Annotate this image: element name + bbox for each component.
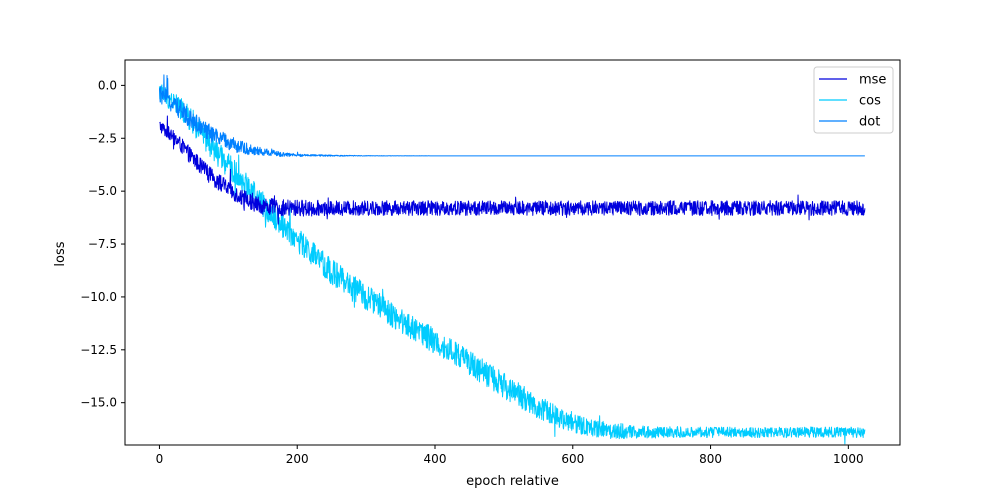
legend: mse cos dot xyxy=(813,66,894,134)
series-line-mse xyxy=(159,115,866,225)
x-tick-label: 800 xyxy=(699,452,722,466)
y-tick-label: −10.0 xyxy=(80,290,117,304)
legend-label-mse: mse xyxy=(859,73,886,88)
x-tick-label: 200 xyxy=(286,452,309,466)
series-line-dot xyxy=(158,74,866,157)
legend-box xyxy=(813,66,894,134)
y-axis-label: loss xyxy=(53,241,68,266)
series-line-cos xyxy=(158,84,866,445)
plot-frame xyxy=(124,59,901,446)
y-tick-label: −2.5 xyxy=(88,131,117,145)
x-tick-label: 400 xyxy=(424,452,447,466)
series-layer xyxy=(158,74,866,445)
y-tick-label: −15.0 xyxy=(80,396,117,410)
x-tick-label: 1000 xyxy=(833,452,864,466)
y-tick-label: −7.5 xyxy=(88,237,117,251)
y-axis: 0.0 −2.5 −5.0 −7.5 −10.0 −12.5 −15.0 xyxy=(80,78,125,410)
legend-label-dot: dot xyxy=(859,115,880,130)
x-tick-label: 600 xyxy=(561,452,584,466)
x-tick-label: 0 xyxy=(156,452,164,466)
legend-label-cos: cos xyxy=(859,94,881,109)
y-tick-label: −5.0 xyxy=(88,184,117,198)
y-tick-label: −12.5 xyxy=(80,343,117,357)
y-tick-label: 0.0 xyxy=(98,78,117,92)
x-axis-label: epoch relative xyxy=(466,474,559,489)
x-axis: 0 200 400 600 800 1000 xyxy=(156,445,864,466)
